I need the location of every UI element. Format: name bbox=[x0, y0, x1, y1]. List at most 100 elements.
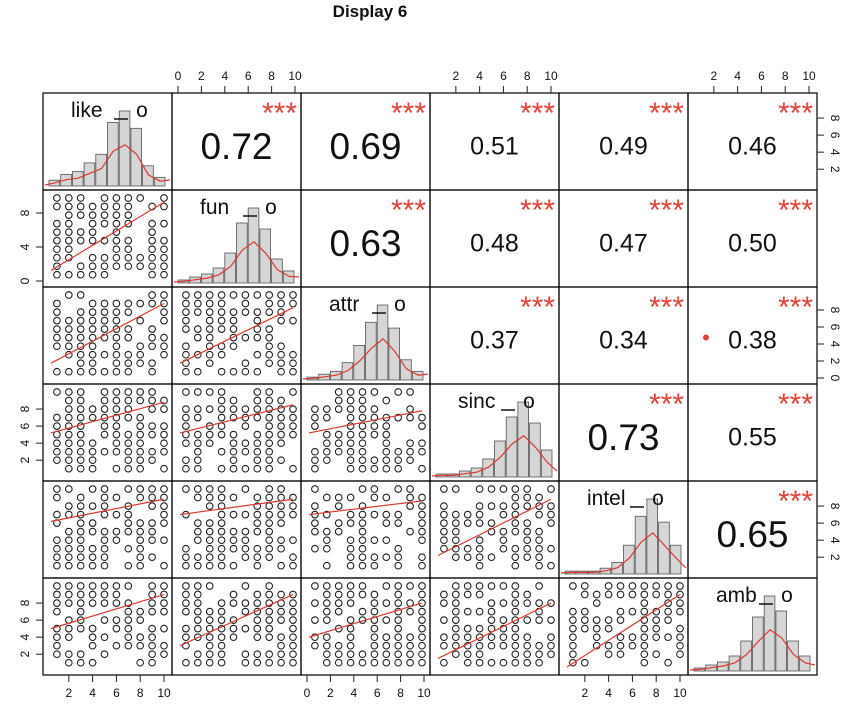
scatter-point bbox=[100, 316, 109, 325]
scatter-point bbox=[193, 527, 202, 536]
scatter-point bbox=[112, 236, 121, 245]
scatter-point bbox=[112, 316, 121, 325]
scatter-point bbox=[148, 502, 156, 510]
scatter-point bbox=[148, 342, 156, 351]
scatter-point bbox=[394, 658, 403, 667]
scatter-point bbox=[136, 316, 145, 325]
scatter-point bbox=[112, 599, 121, 607]
scatter-point bbox=[265, 308, 274, 316]
regression-line bbox=[437, 602, 552, 660]
axis-tick-label: 0 bbox=[304, 686, 311, 700]
scatter-point bbox=[148, 519, 156, 527]
scatter-point bbox=[640, 658, 649, 667]
scatter-point bbox=[334, 502, 343, 510]
scatter-point bbox=[346, 464, 355, 473]
scatter-point bbox=[511, 485, 520, 493]
scatter-point bbox=[148, 430, 156, 439]
scatter-point bbox=[382, 439, 391, 448]
scatter-point bbox=[418, 510, 426, 519]
scatter-point bbox=[76, 536, 85, 545]
scatter-point bbox=[604, 590, 613, 599]
scatter-point bbox=[322, 413, 331, 422]
scatter-point bbox=[535, 599, 543, 607]
scatter-point bbox=[76, 396, 85, 405]
scatter-point bbox=[112, 510, 121, 519]
scatter-point bbox=[76, 599, 85, 607]
scatter-point bbox=[394, 561, 403, 570]
scatter-point bbox=[53, 510, 61, 519]
scatter-point bbox=[76, 308, 85, 316]
scatter-point bbox=[136, 633, 145, 642]
scatter-point bbox=[265, 485, 274, 493]
scatter-point bbox=[370, 413, 379, 422]
scatter-point bbox=[382, 536, 391, 545]
scatter-point bbox=[112, 464, 121, 473]
scatter-point bbox=[241, 299, 250, 308]
histogram-bar bbox=[540, 449, 553, 478]
axis-tick-label: 6 bbox=[758, 69, 765, 83]
histogram-bar bbox=[376, 304, 389, 381]
axis-tick-label: 2 bbox=[198, 69, 205, 83]
scatter-point bbox=[205, 333, 214, 342]
scatter-point bbox=[265, 439, 274, 448]
scatter-point bbox=[346, 590, 355, 599]
scatter-point bbox=[112, 211, 121, 219]
scatter-point bbox=[370, 388, 379, 396]
scatter-point bbox=[148, 228, 156, 236]
scatter-point bbox=[148, 624, 156, 633]
scatter-point bbox=[547, 502, 555, 510]
scatter-point bbox=[322, 544, 331, 553]
correlation-value: 0.72 bbox=[200, 126, 272, 167]
scatter-point bbox=[346, 447, 355, 456]
scatter-point bbox=[277, 650, 285, 659]
scatter-point bbox=[311, 502, 319, 510]
scatter-point bbox=[53, 299, 61, 308]
scatter-point bbox=[124, 430, 133, 439]
scatter-point bbox=[358, 607, 367, 616]
scatter-point bbox=[182, 439, 190, 448]
scatter-point bbox=[160, 194, 168, 202]
scatter-point bbox=[53, 633, 61, 642]
scatter-point bbox=[511, 624, 520, 633]
scatter-point bbox=[640, 633, 649, 642]
significance-stars: *** bbox=[649, 388, 684, 421]
scatter-point bbox=[265, 422, 274, 430]
mean-marker: o bbox=[652, 487, 664, 510]
scatter-point bbox=[193, 485, 202, 493]
significance-stars: *** bbox=[649, 291, 684, 324]
density-curve bbox=[302, 337, 429, 380]
scatter-point bbox=[148, 658, 156, 667]
scatter-point bbox=[616, 650, 625, 659]
scatter-point bbox=[311, 485, 319, 493]
scatter-point bbox=[253, 405, 262, 413]
scatter-point bbox=[241, 439, 250, 448]
scatter-point bbox=[487, 582, 496, 590]
scatter-point bbox=[193, 607, 202, 616]
scatter-point bbox=[136, 299, 145, 308]
scatter-point bbox=[124, 308, 133, 316]
scatter-point bbox=[182, 325, 190, 333]
scatter-point bbox=[289, 388, 297, 396]
scatter-point bbox=[676, 590, 684, 599]
scatter-point bbox=[64, 590, 73, 599]
scatter-point bbox=[148, 405, 156, 413]
scatter-point bbox=[76, 194, 85, 202]
scatter-point bbox=[241, 291, 250, 299]
scatter-point bbox=[358, 413, 367, 422]
scatter-point bbox=[148, 527, 156, 536]
scatter-point bbox=[580, 582, 589, 590]
scatter-point bbox=[217, 291, 226, 299]
scatter-point bbox=[182, 405, 190, 413]
scatter-point bbox=[511, 616, 520, 624]
scatter-point bbox=[88, 502, 97, 510]
regression-line bbox=[50, 401, 165, 434]
scatter-point bbox=[499, 658, 508, 667]
scatter-point bbox=[100, 553, 109, 562]
scatter-point bbox=[148, 396, 156, 405]
scatter-point bbox=[160, 350, 168, 359]
scatter-point bbox=[277, 396, 285, 405]
scatter-point bbox=[160, 536, 168, 545]
scatter-point bbox=[217, 553, 226, 562]
scatter-point bbox=[487, 607, 496, 616]
scatter-point bbox=[253, 553, 262, 562]
